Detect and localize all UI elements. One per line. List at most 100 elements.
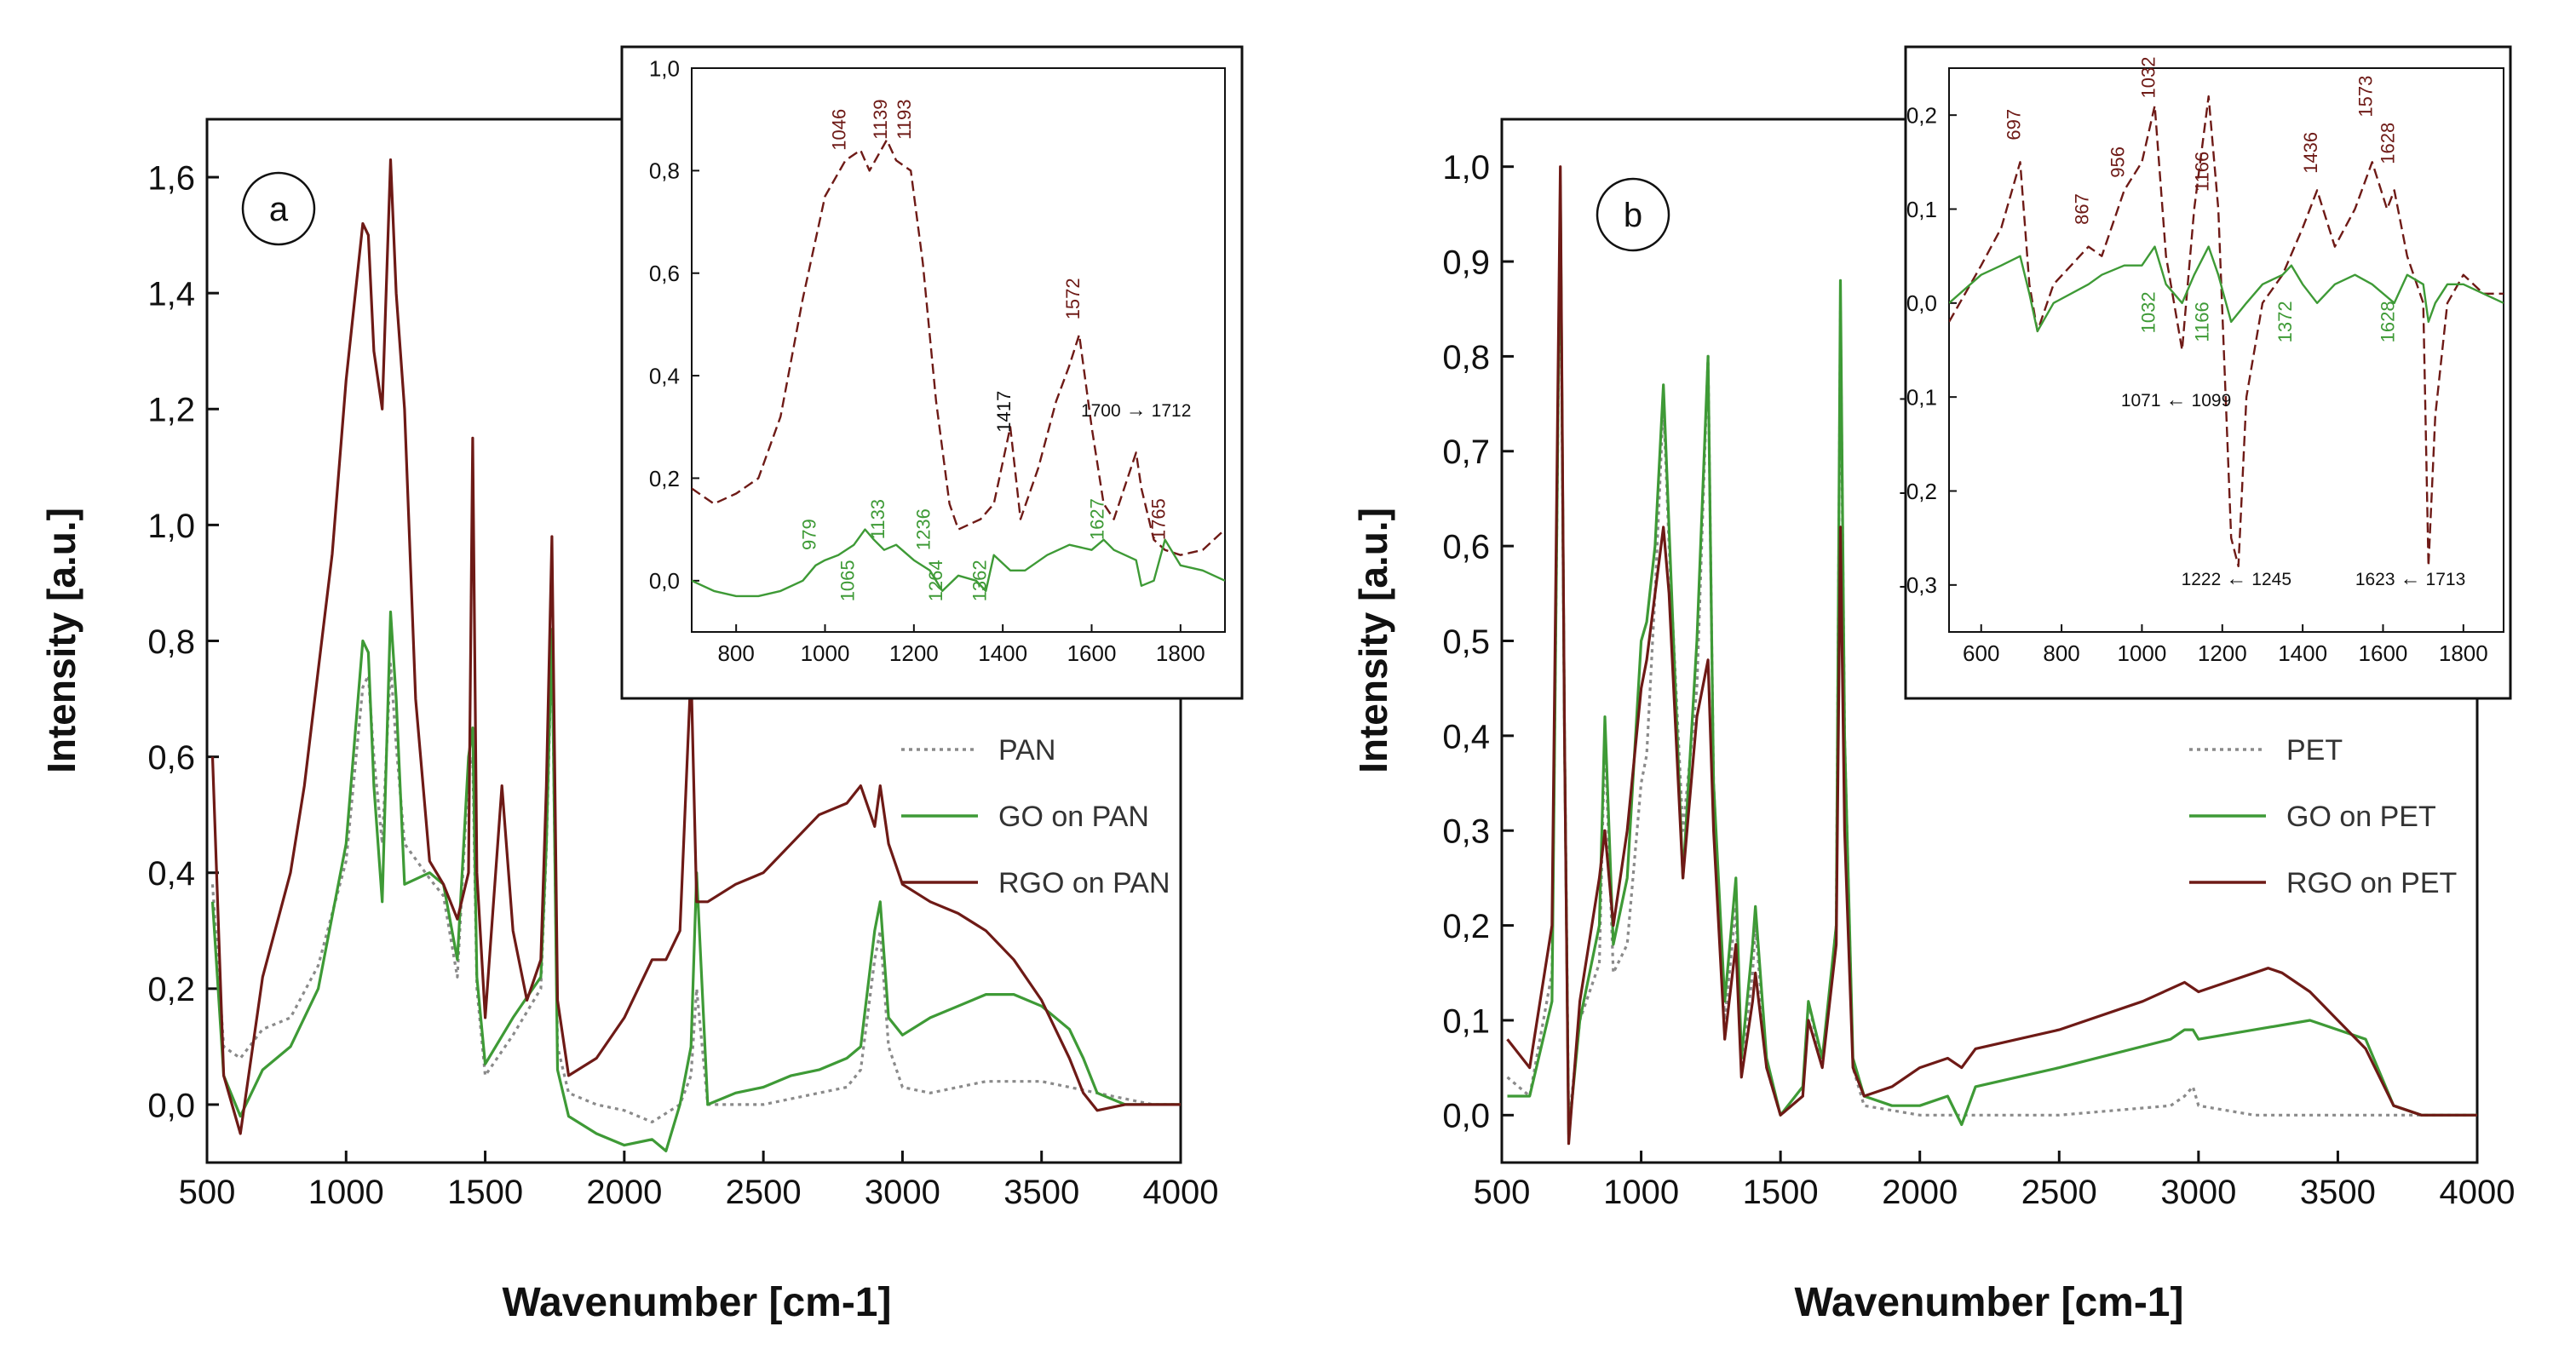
panel-b: 500 1000 1500 2000 2500 3000 3500 4000 0,0 0,1 0,2… [1351, 118, 2516, 1325]
panel-b-y-tick-label: 0,8 [1442, 339, 1490, 376]
panel-a-inset-y-tick-label: 0,0 [649, 568, 680, 594]
panel-b-inset-peak-annotation: 1032 [2138, 57, 2159, 99]
panel-a-badge-label: a [269, 191, 289, 228]
panel-a-x-tick-label: 1000 [308, 1174, 384, 1211]
panel-b-inset-series-rgo-on-pet [1949, 95, 2504, 567]
panel-b-x-tick-label: 1500 [1743, 1174, 1819, 1211]
panel-a-inset-y-tick-label: 0,2 [649, 466, 680, 491]
panel-a-inset: 800 1000 1200 1400 1600 1800 0,0 0,2 0,4 0,6 0,8 1,… [620, 45, 1244, 700]
panel-b-inset-arrow-annotation: 1222 ← 1245 [2182, 567, 2291, 590]
panel-a-inset-peak-annotation: 1193 [894, 100, 915, 140]
panel-a-x-tick-label: 1500 [447, 1174, 523, 1211]
panel-b-x-tick-label: 3500 [2300, 1174, 2376, 1211]
arrow-glyph: → [1126, 399, 1147, 422]
panel-b-inset-y-tick-label: -0,2 [1899, 479, 1937, 504]
panel-a-inset-peak-annotation: 1065 [837, 560, 858, 601]
panel-b-inset-y-tick-label: -0,1 [1899, 385, 1937, 411]
arrow-right-label: 1245 [2251, 570, 2291, 589]
panel-a-inset-peak-annotation: 1627 [1087, 498, 1108, 540]
panel-b-x-tick-label: 1000 [1603, 1174, 1679, 1211]
panel-b-legend: PET GO on PET RGO on PET [2189, 734, 2457, 899]
legend-label-pan: PAN [998, 734, 1055, 767]
panel-a-inset-x-tick-label: 1800 [1156, 640, 1205, 666]
panel-b-inset-frame [1904, 45, 2512, 700]
arrow-glyph: ← [2226, 567, 2246, 590]
panel-a-inset-x-tick-label: 1200 [889, 640, 939, 666]
panel-b-inset-peak-annotation: 1032 [2138, 291, 2159, 333]
panel-b-inset-peak-annotation: 1166 [2192, 301, 2213, 342]
arrow-left-label: 1071 [2121, 391, 2161, 411]
panel-a-y-tick-label: 1,2 [147, 392, 195, 429]
panel-a-inset-peak-annotation: 1133 [867, 499, 888, 539]
legend-label-rgo-on-pan: RGO on PAN [998, 867, 1170, 899]
panel-b-inset-peak-annotation: 1628 [2378, 301, 2399, 342]
arrow-right-label: 1712 [1152, 401, 1192, 421]
panel-b-inset-x-tick-label: 1200 [2198, 640, 2247, 666]
panel-b-inset-arrow-annotation: 1623 ← 1713 [2355, 567, 2465, 590]
panel-a-y-axis-label: Intensity [a.u.] [39, 508, 83, 773]
panel-b-badge [1596, 177, 1670, 252]
panel-b-x-tick-label: 4000 [2440, 1174, 2516, 1211]
panel-a-y-tick-label: 1,6 [147, 159, 195, 197]
panel-b-inset-y-tick-label: 0,0 [1906, 290, 1937, 316]
panel-a-badge [241, 171, 316, 246]
panel-b-inset-peak-annotation: 1573 [2355, 76, 2377, 118]
panel-b-inset-y-tick-label: 0,2 [1906, 103, 1937, 129]
panel-b-inset-y-tick-label: -0,3 [1899, 572, 1937, 598]
panel-b-inset-peak-annotation: 867 [2072, 193, 2093, 225]
panel-a-inset-x-tick-label: 1000 [801, 640, 850, 666]
panel-a-inset-x-tick-label: 1600 [1067, 640, 1117, 666]
panel-b-y-tick-label: 0,7 [1442, 434, 1490, 471]
panel-a-y-tick-label: 1,0 [147, 508, 195, 545]
arrow-left-label: 1222 [2182, 570, 2222, 589]
panel-a-inset-y-tick-label: 1,0 [649, 55, 680, 81]
legend-label-go-on-pet: GO on PET [2286, 801, 2436, 833]
panel-a-inset-peak-annotation: 1362 [969, 560, 990, 601]
panel-a-inset-y-tick-label: 0,6 [649, 261, 680, 286]
legend-label-pet: PET [2286, 734, 2343, 767]
panel-a-y-tick-label: 0,2 [147, 971, 195, 1008]
panel-b-series-rgo-on-pet [1506, 165, 2477, 1146]
panel-b-inset: 600 800 1000 1200 1400 1600 1800 -0,3 -0,2 -0,1 0,… [1899, 45, 2512, 700]
panel-b-inset-peak-annotation: 1166 [2192, 152, 2213, 192]
arrow-glyph: ← [2166, 388, 2187, 411]
panel-a-x-tick-label: 3000 [865, 1174, 940, 1211]
panel-a-inset-peak-annotation: 1765 [1148, 498, 1170, 540]
panel-a-x-tick-label: 3500 [1003, 1174, 1079, 1211]
panel-a-inset-peak-annotation: 1417 [993, 391, 1015, 433]
panel-b-inset-plot-frame [1948, 67, 2504, 633]
panel-a-series-rgo-on-pan [210, 158, 1181, 1135]
panel-b-x-axis-label: Wavenumber [cm-1] [1795, 1280, 2184, 1325]
panel-a-x-tick-label: 2000 [586, 1174, 662, 1211]
panel-b-x-tick-label: 3000 [2160, 1174, 2236, 1211]
panel-b-inset-x-tick-label: 800 [2043, 640, 2079, 666]
panel-a-inset-frame [620, 45, 1244, 700]
panel-b-y-tick-label: 0,5 [1442, 623, 1490, 661]
panel-a-x-tick-label: 2500 [726, 1174, 802, 1211]
panel-b-y-tick-label: 0,4 [1442, 718, 1490, 755]
panel-b-inset-y-tick-label: 0,1 [1906, 197, 1937, 222]
panel-b-y-tick-label: 0,3 [1442, 813, 1490, 851]
panel-b-x-tick-label: 2500 [2021, 1174, 2097, 1211]
panel-a-series-go-on-pan [210, 610, 1181, 1153]
arrow-left-label: 1700 [1081, 401, 1121, 421]
legend-label-rgo-on-pet: RGO on PET [2286, 867, 2457, 899]
panel-a-inset-peak-annotation: 1264 [925, 560, 946, 601]
arrow-left-label: 1623 [2355, 570, 2395, 589]
panel-a-x-axis-label: Wavenumber [cm-1] [503, 1280, 892, 1325]
panel-a-y-tick-label: 0,0 [147, 1087, 195, 1124]
panel-a-x-tick-label: 4000 [1143, 1174, 1219, 1211]
panel-b-inset-peak-annotation: 697 [2003, 109, 2024, 141]
panel-b-y-tick-label: 1,0 [1442, 149, 1490, 187]
panel-b-badge-label: b [1624, 197, 1642, 234]
panel-a-y-tick-label: 0,6 [147, 739, 195, 777]
panel-a-inset-y-tick-label: 0,8 [649, 158, 680, 184]
panel-a-inset-peak-annotation: 1046 [828, 109, 849, 151]
panel-b-y-tick-label: 0,9 [1442, 244, 1490, 281]
panel-a-inset-arrow-annotation: 1700 → 1712 [1081, 399, 1191, 422]
arrow-glyph: ← [2401, 567, 2421, 590]
panel-b-y-tick-label: 0,0 [1442, 1098, 1490, 1135]
panel-b-y-tick-label: 0,6 [1442, 529, 1490, 566]
panel-a-inset-y-tick-label: 0,4 [649, 363, 680, 388]
